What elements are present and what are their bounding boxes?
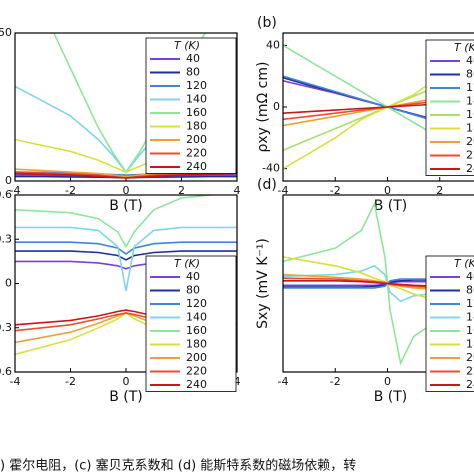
x-tick-label: 2 [436, 184, 443, 197]
legend-label: 180 [186, 338, 207, 351]
axes-frame [14, 32, 238, 182]
x-tick-label: 2 [178, 184, 185, 197]
legend-label: 80 [186, 284, 200, 297]
legend-label: 180 [466, 122, 474, 135]
legend-label: 220 [466, 149, 474, 162]
series-line [15, 172, 237, 179]
y-axis-label: ρxy (mΩ cm) [255, 62, 271, 153]
axes-frame [14, 194, 238, 373]
legend-label: 240 [186, 378, 207, 391]
legend-label: 160 [186, 324, 207, 337]
axes-frame [282, 32, 474, 182]
legend-box [425, 255, 474, 392]
legend-label: 240 [466, 162, 474, 175]
x-tick-label: 4 [234, 184, 241, 197]
panel-label: (b) [257, 15, 277, 31]
x-tick-label: -2 [65, 184, 76, 197]
series-line [15, 226, 237, 292]
legend-label: 80 [186, 66, 200, 79]
x-axis-label: B (T) [109, 389, 143, 405]
legend-label: 120 [466, 297, 474, 310]
legend-label: 120 [186, 297, 207, 310]
x-tick-label: 0 [123, 184, 130, 197]
y-axis-label: Sxy (mV K⁻¹) [255, 238, 271, 329]
legend-label: 180 [186, 120, 207, 133]
x-axis-label: B (T) [374, 198, 408, 214]
series-line [15, 250, 237, 261]
caption: ) 霍尔电阻，(c) 塞贝克系数和 (d) 能斯特系数的磁场依赖，转 [0, 458, 356, 474]
legend-label: 200 [186, 133, 207, 146]
legend-label: 140 [466, 95, 474, 108]
panel-label: (d) [257, 177, 277, 193]
y-tick-label: -0.6 [0, 365, 12, 378]
legend-label: 160 [466, 108, 474, 121]
x-tick-label: -2 [330, 184, 341, 197]
legend-title: T (K) [174, 39, 200, 52]
legend-label: 80 [466, 284, 474, 297]
x-tick-label: 0 [123, 375, 130, 388]
series-line [15, 195, 218, 249]
panel: -4 -2 0 2 B (T) Sxy (mV K⁻¹) (d) T (K)408012014… [255, 177, 474, 405]
legend-box [145, 255, 237, 392]
x-tick-label: -4 [278, 184, 289, 197]
y-tick-label: 0 [5, 277, 12, 290]
x-tick-label: -2 [330, 375, 341, 388]
x-tick-label: 0 [384, 184, 391, 197]
legend-label: 40 [466, 270, 474, 283]
y-tick-label: 0.6 [0, 188, 12, 201]
axes-frame [282, 194, 474, 373]
x-tick-label: -4 [10, 375, 21, 388]
y-tick-label: -40 [262, 162, 280, 175]
legend-label: 220 [466, 365, 474, 378]
y-tick-label: 40 [266, 38, 280, 51]
panel: 050-4 -2 0 2 4B (T)T (K)40801201401601802002… [0, 26, 241, 214]
x-tick-label: 0 [384, 375, 391, 388]
legend-label: 140 [186, 93, 207, 106]
legend-label: 240 [466, 378, 474, 391]
legend-label: 140 [466, 311, 474, 324]
legend-label: 220 [186, 147, 207, 160]
legend-label: 180 [466, 338, 474, 351]
y-tick-label: 0 [5, 174, 12, 187]
x-axis-label: B (T) [374, 389, 408, 405]
series-line [15, 241, 237, 255]
y-tick-label: 50 [0, 26, 12, 39]
legend-label: 120 [186, 79, 207, 92]
legend-label: 240 [186, 160, 207, 173]
legend-label: 200 [186, 351, 207, 364]
y-tick-label: 0 [273, 100, 280, 113]
legend-label: 200 [466, 135, 474, 148]
legend-title: T (K) [174, 257, 200, 270]
legend-label: 40 [186, 270, 200, 283]
legend-label: 200 [466, 351, 474, 364]
legend-label: 160 [186, 106, 207, 119]
legend-label: 140 [186, 311, 207, 324]
y-tick-label: 0.3 [0, 232, 12, 245]
legend-label: 160 [466, 324, 474, 337]
x-tick-label: -4 [10, 184, 21, 197]
legend-box [425, 39, 474, 176]
y-tick-label: -0.3 [0, 321, 12, 334]
legend-label: 40 [466, 54, 474, 67]
x-tick-label: -4 [278, 375, 289, 388]
legend-label: 80 [466, 68, 474, 81]
legend-label: 120 [466, 81, 474, 94]
legend-title: T (K) [454, 41, 474, 54]
x-tick-label: -2 [65, 375, 76, 388]
legend-title: T (K) [454, 257, 474, 270]
x-tick-label: 4 [234, 375, 241, 388]
x-axis-label: B (T) [109, 198, 143, 214]
legend-label: 40 [186, 52, 200, 65]
legend-box [145, 37, 237, 174]
legend-label: 220 [186, 365, 207, 378]
